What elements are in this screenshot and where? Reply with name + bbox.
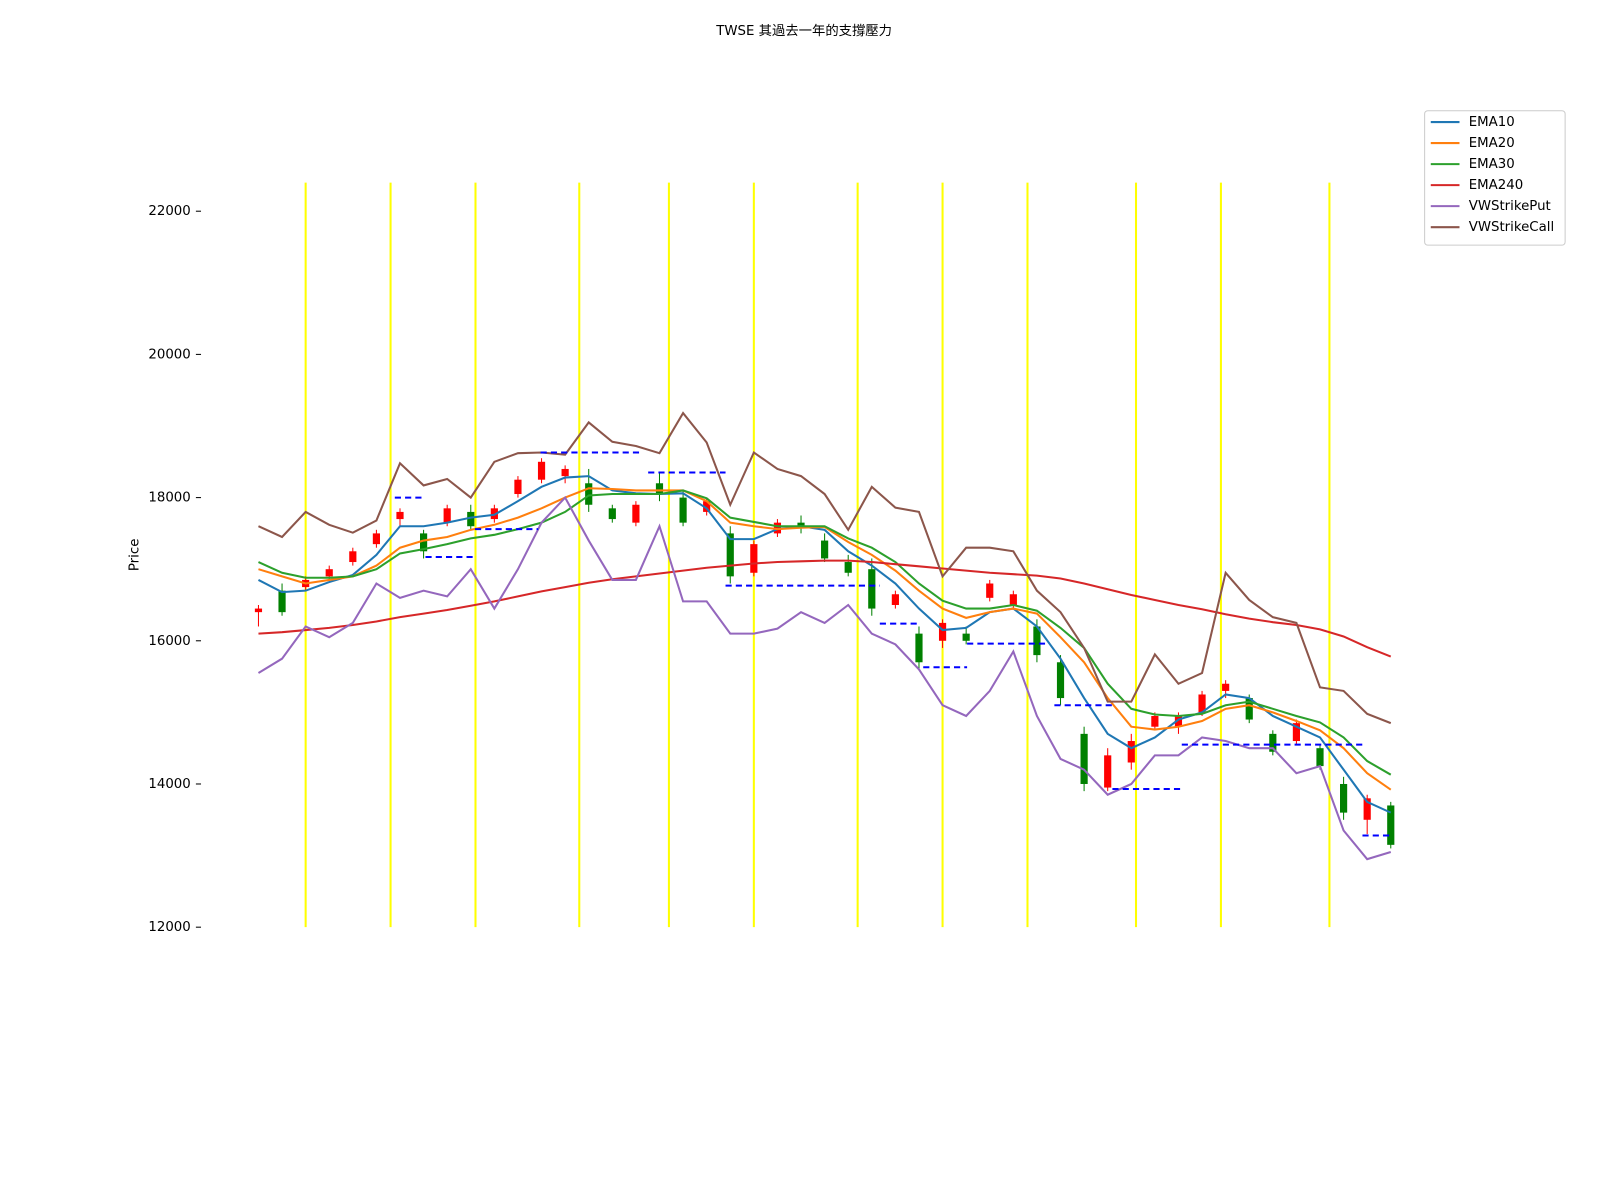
candle-body	[797, 522, 805, 527]
candle-body	[1009, 594, 1017, 605]
candle-body	[372, 533, 380, 545]
line-series	[258, 411, 1392, 725]
candle-body	[254, 608, 263, 613]
candle-body	[655, 483, 664, 495]
candle-body	[1033, 626, 1041, 656]
candle-body	[537, 461, 546, 480]
y-tick-label: 18000	[148, 491, 190, 506]
candle-body	[891, 594, 899, 605]
y-tick-label: 16000	[148, 634, 190, 649]
candle-body	[1363, 798, 1371, 820]
line-series	[257, 475, 1392, 814]
legend-label: EMA20	[1469, 136, 1515, 151]
candle-body	[1198, 694, 1206, 713]
legend-label: EMA10	[1469, 115, 1515, 130]
chart-title: TWSE 其過去一年的支撐壓力	[715, 23, 892, 39]
candle-body	[1151, 715, 1159, 727]
candle-body	[821, 540, 829, 559]
candle-body	[1269, 733, 1277, 752]
candle-body	[703, 501, 711, 512]
candle-body	[1222, 683, 1230, 691]
candle-body	[1080, 733, 1088, 784]
candle-body	[396, 511, 404, 520]
candle-body	[986, 583, 994, 598]
candle-body	[868, 569, 876, 609]
candle-body	[1056, 662, 1065, 699]
candle-body	[773, 522, 782, 534]
candle-body	[1104, 755, 1112, 788]
candle-body	[1387, 805, 1395, 845]
y-tick-label: 20000	[148, 347, 190, 362]
line-series	[258, 489, 1392, 776]
candle-body	[1127, 741, 1135, 763]
candle-body	[278, 590, 286, 613]
candle-body	[632, 504, 640, 523]
candle-body	[844, 562, 852, 573]
candle-body	[585, 483, 593, 505]
y-axis-label: Price	[127, 539, 142, 572]
candle-body	[1245, 698, 1253, 720]
candle-body	[1340, 783, 1348, 813]
legend-label: EMA30	[1469, 157, 1515, 172]
legend-label: VWStrikePut	[1469, 199, 1551, 214]
candle-body	[1292, 723, 1300, 742]
y-tick-label: 12000	[148, 920, 190, 935]
candle-body	[938, 622, 947, 641]
candle-body	[1174, 715, 1183, 727]
candle-body	[679, 497, 687, 523]
legend-label: VWStrikeCall	[1469, 220, 1555, 235]
candle-body	[420, 533, 428, 552]
line-series	[258, 559, 1392, 658]
candle-body	[514, 479, 522, 495]
candle-body	[443, 508, 451, 523]
candle-body	[467, 511, 475, 527]
y-tick-label: 22000	[148, 204, 190, 219]
candle-body	[1316, 748, 1324, 767]
y-tick-label: 14000	[148, 777, 190, 792]
legend-label: EMA240	[1469, 178, 1523, 193]
candle-body	[750, 544, 758, 573]
candle-body	[726, 533, 734, 577]
candle-body	[915, 633, 923, 663]
legend-box	[1424, 110, 1566, 246]
candle-body	[349, 551, 357, 563]
candle-body	[608, 508, 616, 520]
line-series	[257, 495, 1392, 861]
candle-body	[325, 569, 333, 577]
candle-body	[962, 633, 970, 641]
candle-body	[561, 468, 569, 477]
